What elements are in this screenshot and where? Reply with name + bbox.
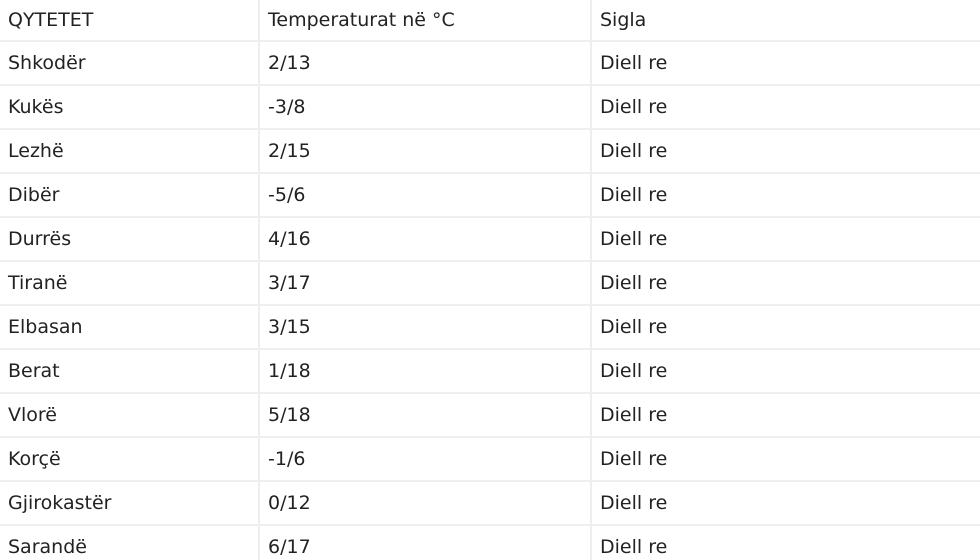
cell-symbol: Diell re [590, 436, 980, 482]
cell-city: Dibër [0, 172, 260, 218]
table-row: Lezhë 2/15 Diell re [0, 128, 980, 174]
table-row: Sarandë 6/17 Diell re [0, 524, 980, 560]
cell-city: Elbasan [0, 304, 260, 350]
cell-symbol: Diell re [590, 304, 980, 350]
cell-temperature: 2/15 [258, 128, 592, 174]
table-row: Tiranë 3/17 Diell re [0, 260, 980, 306]
table-row: Shkodër 2/13 Diell re [0, 40, 980, 86]
cell-symbol: Diell re [590, 260, 980, 306]
cell-city: Korçë [0, 436, 260, 482]
header-temperature: Temperaturat në °C [258, 0, 592, 42]
header-symbol: Sigla [590, 0, 980, 42]
cell-symbol: Diell re [590, 172, 980, 218]
table-row: Elbasan 3/15 Diell re [0, 304, 980, 350]
cell-city: Kukës [0, 84, 260, 130]
cell-city: Durrës [0, 216, 260, 262]
cell-city: Shkodër [0, 40, 260, 86]
cell-temperature: 2/13 [258, 40, 592, 86]
cell-symbol: Diell re [590, 392, 980, 438]
cell-temperature: -5/6 [258, 172, 592, 218]
cell-symbol: Diell re [590, 348, 980, 394]
header-city: QYTETET [0, 0, 260, 42]
cell-temperature: 1/18 [258, 348, 592, 394]
cell-city: Berat [0, 348, 260, 394]
cell-temperature: 5/18 [258, 392, 592, 438]
cell-symbol: Diell re [590, 40, 980, 86]
table-row: Kukës -3/8 Diell re [0, 84, 980, 130]
cell-temperature: 3/17 [258, 260, 592, 306]
cell-symbol: Diell re [590, 480, 980, 526]
table-row: Korçë -1/6 Diell re [0, 436, 980, 482]
cell-temperature: 3/15 [258, 304, 592, 350]
cell-city: Vlorë [0, 392, 260, 438]
table-row: Durrës 4/16 Diell re [0, 216, 980, 262]
cell-symbol: Diell re [590, 524, 980, 560]
cell-symbol: Diell re [590, 216, 980, 262]
table-row: Berat 1/18 Diell re [0, 348, 980, 394]
cell-city: Tiranë [0, 260, 260, 306]
cell-city: Sarandë [0, 524, 260, 560]
cell-symbol: Diell re [590, 128, 980, 174]
cell-city: Lezhë [0, 128, 260, 174]
cell-temperature: 4/16 [258, 216, 592, 262]
table-row: Gjirokastër 0/12 Diell re [0, 480, 980, 526]
table-row: Vlorë 5/18 Diell re [0, 392, 980, 438]
cell-temperature: 6/17 [258, 524, 592, 560]
cell-temperature: -1/6 [258, 436, 592, 482]
cell-temperature: 0/12 [258, 480, 592, 526]
cell-city: Gjirokastër [0, 480, 260, 526]
table-header-row: QYTETET Temperaturat në °C Sigla [0, 0, 980, 42]
cell-symbol: Diell re [590, 84, 980, 130]
cell-temperature: -3/8 [258, 84, 592, 130]
table-row: Dibër -5/6 Diell re [0, 172, 980, 218]
